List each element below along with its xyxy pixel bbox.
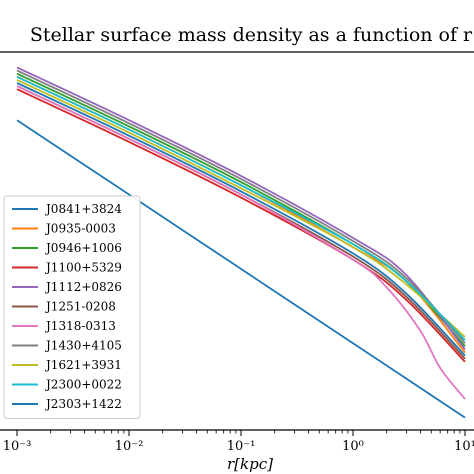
series-line-j2300+0022 — [16, 75, 466, 341]
legend-entry-label: J2300+0022 — [44, 378, 122, 392]
x-tick-label: 10¹ — [454, 439, 474, 454]
legend-entry-label: J1251-0208 — [44, 300, 116, 314]
legend-entry-label: J1430+4105 — [44, 339, 122, 353]
legend-entry-label: J0946+1006 — [44, 241, 122, 255]
x-tick-label: 10⁰ — [342, 439, 364, 454]
series-line-j1100+5329 — [16, 88, 466, 363]
series-line-j1112+0826 — [16, 66, 466, 350]
legend-entry-label: J0841+3824 — [44, 202, 122, 216]
legend-entry-label: J1112+0826 — [44, 280, 122, 294]
axes — [0, 51, 474, 431]
x-tick-label: 10⁻¹ — [227, 439, 256, 454]
legend-entry-label: J1621+3931 — [44, 358, 122, 372]
series-line-j0841+3824 — [16, 119, 466, 419]
x-ticks: 10⁻³ 10⁻² 10⁻¹ 10⁰ 10¹ — [3, 430, 474, 454]
legend-frame — [3, 195, 141, 419]
legend-entry-label: J0935-0003 — [44, 222, 116, 236]
x-axis-label: r[kpc] — [227, 455, 273, 473]
legend-entry-label: J1318-0313 — [44, 319, 116, 333]
series-line-j1430+4105 — [16, 69, 466, 344]
series-line-j1621+3931 — [16, 79, 466, 338]
x-tick-label: 10⁻² — [115, 439, 144, 454]
legend: J0841+3824 J0935-0003 J0946+1006 J1100+5329… — [3, 195, 141, 419]
legend-entry-label: J1100+5329 — [44, 261, 122, 275]
series-lines — [16, 66, 466, 419]
legend-entry-label: J2303+1422 — [44, 397, 122, 411]
series-line-j2303+1422 — [16, 82, 466, 357]
x-tick-label: 10⁻³ — [3, 439, 32, 454]
chart-title: Stellar surface mass density as a functi… — [30, 24, 473, 46]
series-line-j1318-0313 — [16, 85, 466, 400]
